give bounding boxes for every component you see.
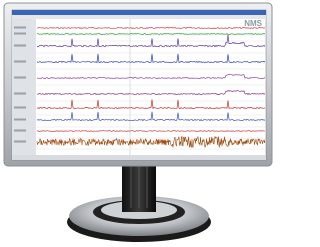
channel-label-placeholder (14, 33, 26, 35)
channel-label-placeholder (14, 45, 26, 47)
channel-label-placeholder (14, 107, 26, 109)
channel-label-placeholder (14, 141, 26, 143)
logo: NMS (244, 19, 262, 28)
channel-label-placeholder (14, 130, 26, 132)
title-bar (12, 10, 266, 15)
channel-label-placeholder (14, 27, 26, 29)
channel-label-placeholder (14, 93, 26, 95)
toolbar (12, 15, 266, 19)
channel-label-panel (12, 19, 36, 155)
status-bar (12, 155, 266, 160)
channel-label-placeholder (14, 61, 26, 63)
monitor-scene: NMS (0, 0, 274, 247)
channel-label-placeholder (14, 77, 26, 79)
channel-label-placeholder (14, 119, 26, 121)
page: NMS (() => { const data = JSON.parse(doc… (0, 0, 274, 247)
